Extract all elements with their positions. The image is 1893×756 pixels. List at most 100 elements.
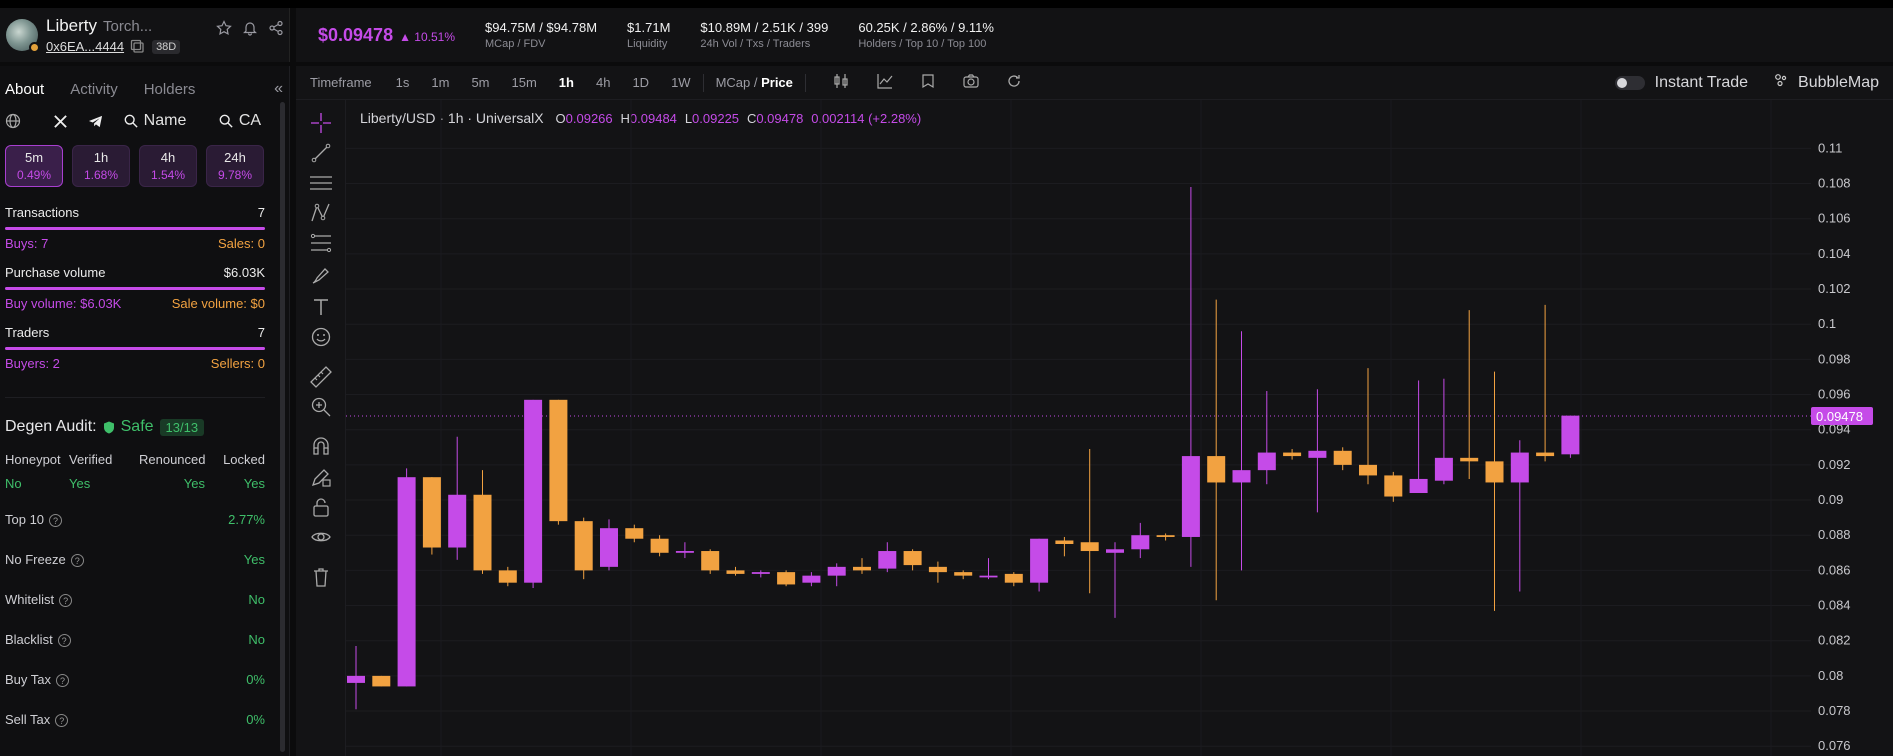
magnet-icon[interactable] xyxy=(308,434,334,460)
candle-body xyxy=(625,528,644,539)
interval-1s[interactable]: 1s xyxy=(395,75,410,90)
lock-icon[interactable] xyxy=(308,494,334,520)
timeframe-5m[interactable]: 5m 0.49% xyxy=(5,145,63,187)
timeframe-4h[interactable]: 4h 1.54% xyxy=(139,145,197,187)
audit-row-label: Whitelist xyxy=(5,591,55,607)
timeframe-change: 9.78% xyxy=(217,168,253,182)
tab-holders[interactable]: Holders xyxy=(143,81,196,98)
timeframe-label: 4h xyxy=(160,150,176,165)
bookmark-icon[interactable] xyxy=(920,73,936,92)
star-icon[interactable] xyxy=(216,20,233,36)
liquidity-value: $1.71M xyxy=(627,20,671,35)
token-header: Liberty Torch... 0x6EA...4444 38D $0.094… xyxy=(0,8,1893,62)
camera-icon[interactable] xyxy=(962,72,980,93)
indicators-icon[interactable] xyxy=(876,72,894,93)
timeframe-1h[interactable]: 1h 1.68% xyxy=(72,145,130,187)
candle-body xyxy=(1359,464,1377,476)
candle-body xyxy=(1080,542,1099,552)
bell-icon[interactable] xyxy=(242,20,258,36)
candles-icon[interactable] xyxy=(832,72,850,93)
fib-icon[interactable] xyxy=(308,230,334,256)
buy-volume: Buy volume: $6.03K xyxy=(5,296,122,311)
interval-1m[interactable]: 1m xyxy=(431,75,450,90)
interval-15m[interactable]: 15m xyxy=(511,75,537,90)
timeframe-24h[interactable]: 24h 9.78% xyxy=(206,145,264,187)
token-summary: Liberty Torch... 0x6EA...4444 38D xyxy=(0,8,290,62)
help-icon[interactable]: ? xyxy=(70,553,84,567)
candle-body xyxy=(1333,450,1352,465)
trash-icon[interactable] xyxy=(308,564,334,590)
shield-icon xyxy=(103,421,114,433)
token-address-link[interactable]: 0x6EA...4444 xyxy=(46,39,125,54)
legend-open: 0.09266 xyxy=(565,111,613,126)
audit-row-value: Yes xyxy=(243,551,265,567)
ruler-icon[interactable] xyxy=(308,364,334,390)
y-tick-label: 0.104 xyxy=(1818,246,1851,261)
audit-row-value: 0% xyxy=(246,671,265,687)
interval-1d[interactable]: 1D xyxy=(632,75,650,90)
candle-body xyxy=(1232,470,1251,483)
candle-body xyxy=(853,566,871,571)
interval-1h[interactable]: 1h xyxy=(558,75,574,90)
pencil-lock-icon[interactable] xyxy=(308,464,334,490)
candle-body xyxy=(979,575,998,578)
share-icon[interactable] xyxy=(268,20,284,36)
candle-body xyxy=(1434,457,1453,481)
y-tick-label: 0.094 xyxy=(1818,422,1851,437)
help-icon[interactable]: ? xyxy=(59,593,73,607)
help-icon[interactable]: ? xyxy=(57,633,71,647)
instant-trade-label: Instant Trade xyxy=(1654,73,1749,91)
copy-icon[interactable] xyxy=(130,39,146,55)
last-price-label: 0.09478 xyxy=(1816,409,1863,424)
price-change: ▲ 10.51% xyxy=(399,29,455,44)
volume-value: $10.89M / 2.51K / 399 xyxy=(700,20,829,35)
transactions-metric: Transactions 7 Buys: 7 Sales: 0 xyxy=(0,205,289,251)
candlestick-chart[interactable]: 0.076 0.078 0.08 0.082 0.084 0.086 0.088 0.09 0.… xyxy=(346,100,1893,756)
zoom-in-icon[interactable] xyxy=(308,394,334,420)
y-tick-label: 0.102 xyxy=(1818,281,1851,296)
eye-icon[interactable] xyxy=(308,524,334,550)
search-ca-button[interactable]: CA xyxy=(205,112,275,130)
candle-body xyxy=(777,572,796,585)
interval-1w[interactable]: 1W xyxy=(671,75,691,90)
candle-body xyxy=(372,675,391,687)
sidebar-scrollbar[interactable] xyxy=(280,102,285,752)
tab-activity[interactable]: Activity xyxy=(70,81,118,98)
candle-body xyxy=(1460,457,1479,462)
tab-about[interactable]: About xyxy=(5,81,45,98)
metric-label: Purchase volume xyxy=(5,265,106,280)
horizontal-lines-icon[interactable] xyxy=(308,170,334,196)
trend-line-icon[interactable] xyxy=(308,140,334,166)
token-age-badge: 38D xyxy=(152,39,181,54)
help-icon[interactable]: ? xyxy=(55,713,69,727)
help-icon[interactable]: ? xyxy=(49,513,63,527)
telegram-icon[interactable] xyxy=(85,114,105,129)
bubblemap-button[interactable]: BubbleMap xyxy=(1798,73,1879,91)
instant-trade-toggle[interactable] xyxy=(1614,75,1645,90)
brush-icon[interactable] xyxy=(308,262,334,288)
text-icon[interactable] xyxy=(308,294,334,320)
search-name-button[interactable]: Name xyxy=(105,112,205,130)
candle-body xyxy=(1485,461,1504,483)
price-toggle[interactable]: Price xyxy=(761,75,793,90)
candle-body xyxy=(1131,535,1150,550)
crosshair-icon[interactable] xyxy=(308,110,334,136)
audit-row-value: No xyxy=(248,631,265,647)
candle-body xyxy=(498,570,517,583)
refresh-icon[interactable] xyxy=(1006,73,1022,92)
interval-5m[interactable]: 5m xyxy=(471,75,490,90)
x-icon[interactable] xyxy=(35,114,85,129)
mcap-toggle[interactable]: MCap / xyxy=(715,75,758,90)
market-stats: $0.09478 ▲ 10.51% $94.75M / $94.78M MCap /… xyxy=(296,8,1893,62)
pair-label: Liberty/USD · 1h · UniversalX xyxy=(360,110,544,126)
audit-row-label: Buy Tax xyxy=(5,671,52,687)
holders-label: Holders / Top 10 / Top 100 xyxy=(858,38,987,50)
pattern-icon[interactable] xyxy=(308,200,334,226)
interval-4h[interactable]: 4h xyxy=(595,75,611,90)
globe-icon[interactable] xyxy=(5,113,35,129)
y-tick-label: 0.082 xyxy=(1818,633,1851,648)
audit-row-label: Top 10 xyxy=(5,511,45,527)
collapse-sidebar-icon[interactable]: « xyxy=(274,80,283,97)
emoji-icon[interactable] xyxy=(308,324,334,350)
help-icon[interactable]: ? xyxy=(56,673,70,687)
